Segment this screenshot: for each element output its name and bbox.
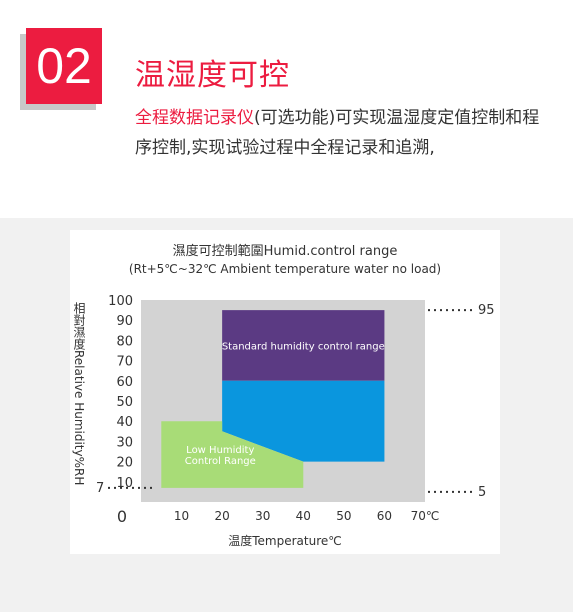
desc-text: (可选功能)可实现温湿度定值控制和程序控制,实现试验过程中全程记录和追溯, [135,108,540,158]
annotation-label: 5 [478,485,486,500]
y-tick-label: 100 [108,294,133,309]
y-tick-label: 70 [116,355,133,370]
annotation-label: 95 [478,303,495,318]
section-description: 全程数据记录仪(可选功能)可实现温湿度定值控制和程序控制,实现试验过程中全程记录… [135,103,555,163]
x-tick-label: 0 [117,507,127,526]
region-label: Standard humidity control range [222,341,385,352]
x-tick-label: 70℃ [411,509,440,523]
x-tick-label: 20 [215,509,230,523]
y-tick-label: 90 [116,314,133,329]
chart-title: 濕度可控制範圍Humid.control range [172,244,398,259]
x-tick-label: 30 [255,509,270,523]
y-tick-label: 20 [116,456,133,471]
region-label: Low Humidity [186,445,254,456]
chart-subtitle: (Rt+5℃~32℃ Ambient temperature water no … [128,262,442,276]
region-1 [222,380,385,462]
y-tick-label: 40 [116,415,133,430]
x-tick-label: 50 [336,509,351,523]
x-tick-label: 60 [377,509,392,523]
x-tick-label: 10 [174,509,189,523]
section-title: 温湿度可控 [135,58,290,93]
chart-card: 濕度可控制範圍Humid.control range (Rt+5℃~32℃ Am… [70,230,500,554]
y-tick-label: 80 [116,334,133,349]
y-tick-label: 50 [116,395,133,410]
y-tick-label: 10 [116,476,133,491]
x-axis-label: 温度Temperature℃ [228,533,342,548]
y-axis-label: 相對濕度Relative Humidity%RH [72,302,86,486]
section-number-badge: 02 [26,28,102,104]
humidity-range-chart: Standard humidity control range Low Humid… [96,294,495,548]
region-label: Control Range [185,456,256,467]
desc-highlight: 全程数据记录仪 [135,108,254,128]
y-tick-label: 30 [116,435,133,450]
region-2 [161,421,304,488]
annotation-label: 7 [96,481,104,496]
region-0 [222,310,385,381]
y-tick-label: 60 [116,375,133,390]
x-tick-label: 40 [296,509,311,523]
